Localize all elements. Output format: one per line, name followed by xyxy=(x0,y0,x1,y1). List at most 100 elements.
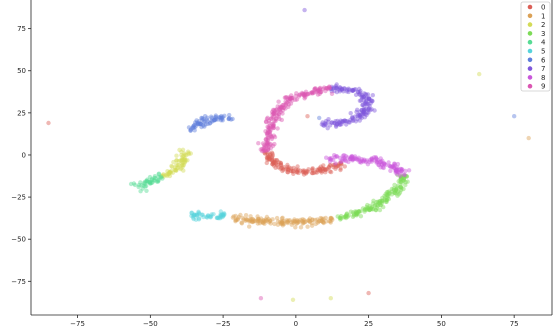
data-point xyxy=(366,102,371,107)
data-point xyxy=(308,91,313,96)
data-point xyxy=(333,161,338,166)
data-point xyxy=(316,88,321,94)
data-point xyxy=(256,218,261,223)
data-point xyxy=(195,212,200,217)
data-point xyxy=(358,209,363,214)
data-point xyxy=(320,120,325,125)
data-point xyxy=(203,122,208,127)
data-point xyxy=(138,180,143,185)
data-point xyxy=(205,121,210,127)
data-point xyxy=(266,155,272,160)
data-point xyxy=(174,168,179,173)
series-1 xyxy=(230,135,531,230)
data-point xyxy=(306,167,311,172)
data-point xyxy=(266,155,271,160)
data-point xyxy=(258,147,263,152)
data-point xyxy=(342,214,348,219)
data-point xyxy=(384,197,389,202)
data-point xyxy=(361,111,366,116)
data-point xyxy=(179,166,184,171)
data-point xyxy=(341,215,347,220)
data-point xyxy=(184,153,189,158)
data-point xyxy=(286,168,291,173)
data-point xyxy=(165,169,170,174)
data-point xyxy=(356,157,361,162)
data-point xyxy=(399,180,404,185)
data-point xyxy=(230,215,236,220)
data-point xyxy=(398,177,403,182)
data-point xyxy=(182,152,188,157)
data-point xyxy=(262,145,267,150)
data-point xyxy=(392,161,397,166)
data-point xyxy=(304,169,309,174)
data-point xyxy=(333,154,338,160)
data-point xyxy=(297,168,303,173)
data-point xyxy=(301,172,307,177)
data-point xyxy=(268,133,273,138)
data-point xyxy=(268,151,273,157)
data-point xyxy=(393,168,398,174)
data-point xyxy=(368,205,374,211)
data-point xyxy=(372,108,377,113)
data-point xyxy=(181,156,187,162)
data-point xyxy=(249,219,254,224)
data-point xyxy=(289,95,294,101)
data-point xyxy=(358,159,363,164)
data-point xyxy=(265,135,270,140)
data-point xyxy=(295,164,300,169)
data-point xyxy=(201,123,206,128)
data-point xyxy=(324,219,329,224)
data-point xyxy=(335,118,340,124)
data-point xyxy=(314,167,320,172)
data-point xyxy=(270,115,275,120)
data-point xyxy=(311,170,317,176)
data-point xyxy=(381,161,387,166)
data-point xyxy=(344,212,349,217)
data-point xyxy=(328,219,333,224)
data-point xyxy=(256,141,261,146)
data-point xyxy=(272,221,277,227)
outlier-point xyxy=(46,120,51,126)
data-point xyxy=(192,212,197,217)
data-point xyxy=(331,164,336,170)
data-point xyxy=(338,160,343,165)
data-point xyxy=(405,179,410,184)
data-point xyxy=(390,164,395,169)
data-point xyxy=(401,186,406,192)
data-point xyxy=(393,167,398,173)
data-point xyxy=(401,176,407,181)
data-point xyxy=(403,173,408,179)
data-point xyxy=(128,181,134,187)
data-point xyxy=(328,220,333,225)
data-point xyxy=(186,125,192,130)
data-point xyxy=(144,179,149,184)
data-point xyxy=(265,153,271,158)
data-point xyxy=(174,162,179,168)
data-point xyxy=(307,219,313,224)
data-point xyxy=(302,92,307,98)
data-point xyxy=(145,177,150,182)
outlier-point xyxy=(258,296,264,301)
data-point xyxy=(267,142,272,147)
data-point xyxy=(290,169,296,174)
legend-label-1: 1 xyxy=(541,12,545,20)
data-point xyxy=(403,168,408,174)
data-point xyxy=(367,104,372,109)
data-point xyxy=(213,117,218,123)
data-point xyxy=(334,123,339,128)
data-point xyxy=(176,162,181,168)
data-point xyxy=(275,162,280,168)
data-point xyxy=(328,216,333,221)
data-point xyxy=(364,95,369,101)
data-point xyxy=(293,167,299,172)
data-point xyxy=(294,97,300,102)
data-point xyxy=(284,95,289,100)
data-point xyxy=(205,215,210,220)
data-point xyxy=(354,209,359,214)
data-point xyxy=(315,217,320,222)
data-point xyxy=(320,217,325,223)
data-point xyxy=(265,147,271,152)
data-point xyxy=(394,187,399,193)
data-point xyxy=(141,183,146,188)
